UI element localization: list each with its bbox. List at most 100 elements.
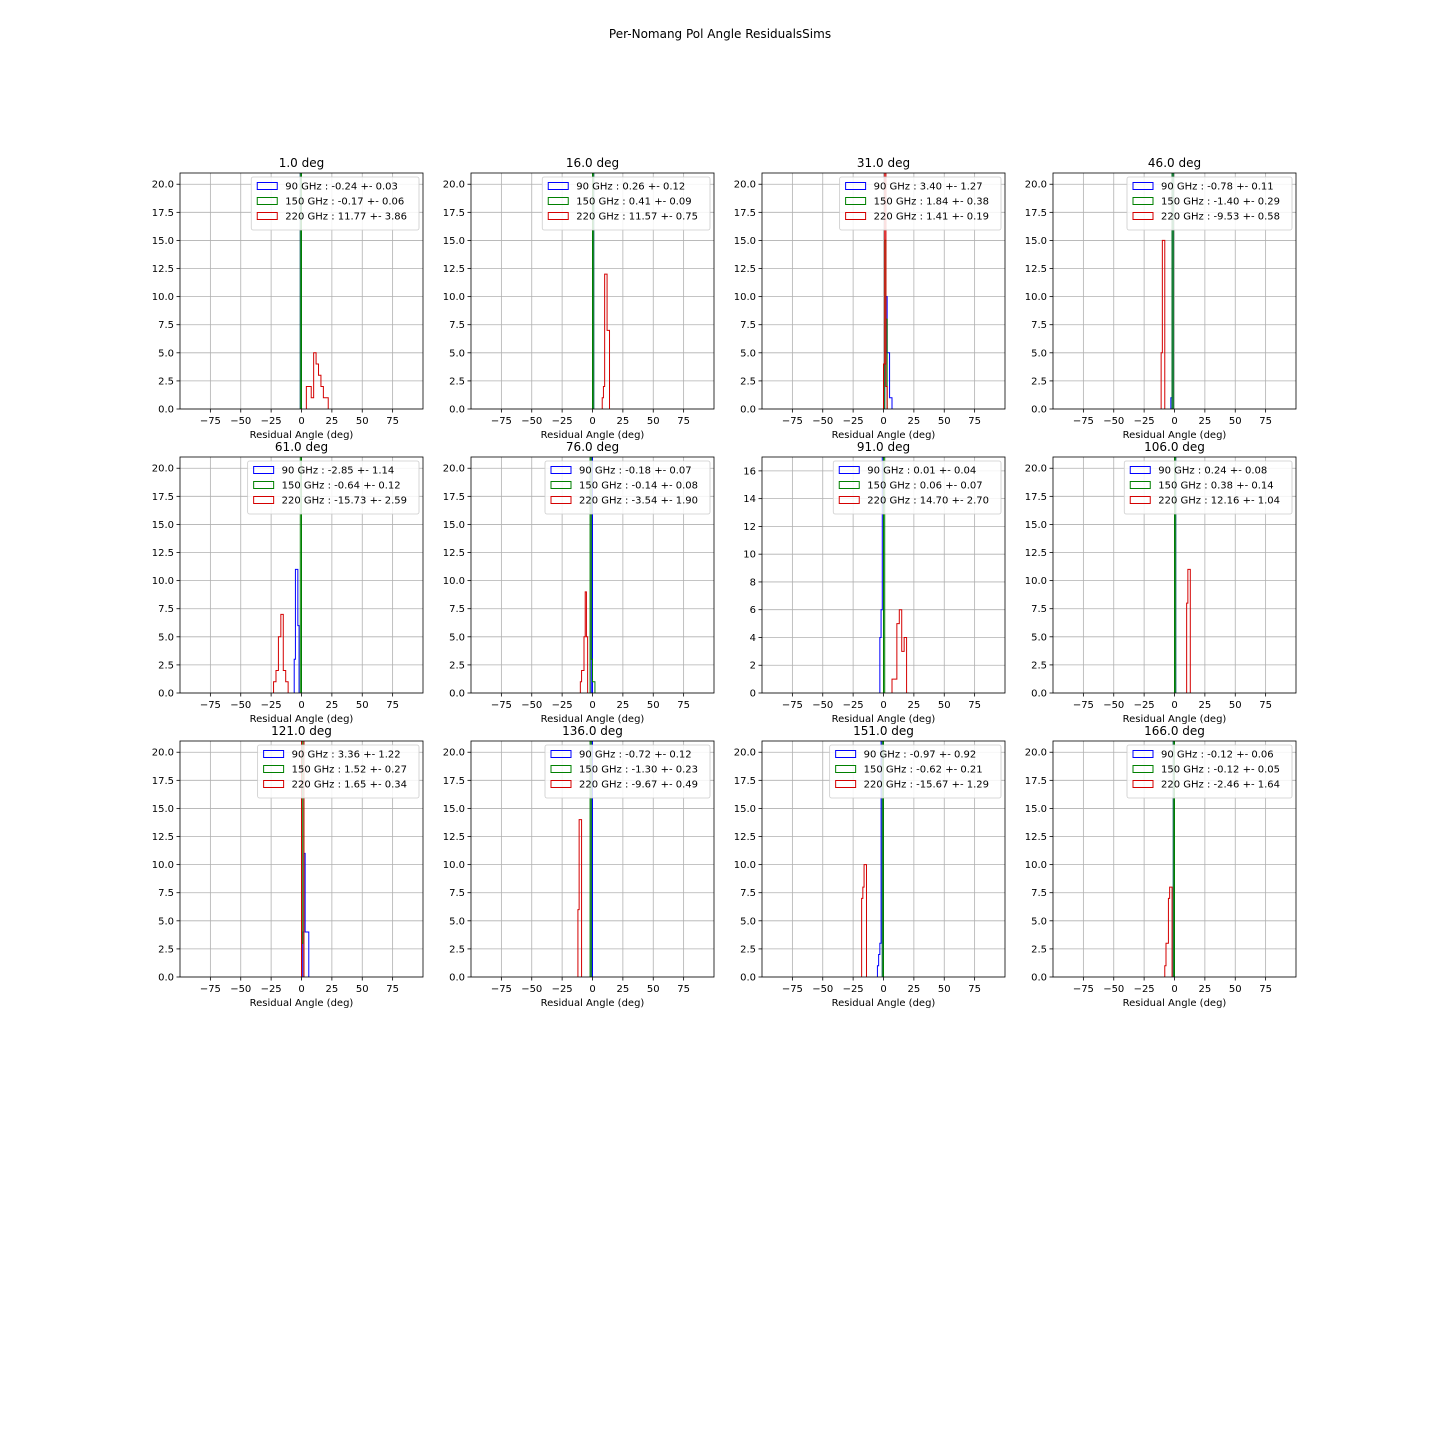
legend-swatch-90ghz [1132,182,1154,190]
x-tick-label: 50 [356,700,369,711]
legend-label-220ghz: 220 GHz : -3.54 +- 1.90 [579,496,698,507]
panel-title: 16.0 deg [566,156,619,170]
panel-8: −75 −50 −25 0 25 50 75 0.0 2.5 5.0 7.5 10.0 12.5 15.0… [1025,440,1297,725]
y-tick-label: 12.5 [1025,548,1047,559]
legend-box [247,460,420,515]
x-tick-label: −25 [552,700,573,711]
legend-swatch-150ghz [845,197,867,205]
x-tick-label: 50 [938,416,951,427]
x-tick-label: 0 [589,416,595,427]
legend-swatch-150ghz [1132,765,1154,773]
histogram-150ghz [883,457,886,693]
x-tick-label: 25 [617,700,630,711]
y-tick-label: 20.0 [152,464,174,475]
legend-swatch-150ghz [1129,481,1151,489]
x-tick-label: −50 [230,984,251,995]
axes-frame [1052,172,1297,410]
x-tick-label: 75 [1259,416,1272,427]
histogram-220ghz [273,613,289,693]
y-tick-label: 2.5 [740,376,756,387]
legend-swatch-90ghz [845,182,867,190]
y-tick-label: 17.5 [734,776,756,787]
legend-box [1126,744,1293,799]
y-tick-label: 10.0 [152,860,174,871]
axes-frame [761,172,1006,410]
legend-swatch-220ghz [263,780,285,788]
x-tick-label: −25 [843,416,864,427]
y-tick-label: 20.0 [443,748,465,759]
legend: 90 GHz : -0.78 +- 0.11 150 GHz : -1.40 +-… [1126,176,1293,231]
legend-label-220ghz: 220 GHz : 14.70 +- 2.70 [867,496,989,507]
x-tick-label: 75 [677,984,690,995]
legend-swatch-90ghz [835,750,857,758]
x-tick-label: 0 [880,416,886,427]
x-tick-label: −25 [261,984,282,995]
y-tick-label: 7.5 [1031,320,1047,331]
x-tick-label: 0 [1171,700,1177,711]
x-tick-label: 50 [647,416,660,427]
panel-7: −75 −50 −25 0 25 50 75 0 2 4 6 8 10 12 14 16 91.0 deg Res… [743,440,1006,725]
legend-swatch-220ghz [1132,212,1154,220]
legend-label-90ghz: 90 GHz : -0.24 +- 0.03 [285,182,398,193]
y-tick-label: 2.5 [1031,660,1047,671]
x-tick-label: −75 [200,416,221,427]
x-tick-label: −75 [782,416,803,427]
y-tick-label: 0.0 [449,689,465,700]
x-axis-label: Residual Angle (deg) [250,430,354,441]
legend-label-220ghz: 220 GHz : 12.16 +- 1.04 [1158,496,1280,507]
legend-label-220ghz: 220 GHz : 1.65 +- 0.34 [292,780,407,791]
y-tick-label: 5.0 [1031,916,1047,927]
panel-12: −75 −50 −25 0 25 50 75 0.0 2.5 5.0 7.5 10.0 12.5 15.0… [1025,724,1297,1009]
x-tick-label: −25 [843,984,864,995]
histogram-150ghz [589,457,596,693]
x-tick-label: 25 [326,984,339,995]
y-tick-label: 5.0 [158,632,174,643]
legend-box [832,460,1002,515]
y-tick-label: 17.5 [1025,776,1047,787]
legend: 90 GHz : 0.01 +- 0.04 150 GHz : 0.06 +- 0… [832,460,1002,515]
y-tick-label: 2.5 [1031,944,1047,955]
x-axis-label: Residual Angle (deg) [541,998,645,1009]
y-tick-label: 0.0 [449,973,465,984]
y-tick-label: 2.5 [158,376,174,387]
y-tick-label: 17.5 [152,776,174,787]
panel-title: 76.0 deg [566,440,619,454]
y-tick-label: 17.5 [1025,492,1047,503]
y-tick-label: 5.0 [158,916,174,927]
legend-label-90ghz: 90 GHz : 0.26 +- 0.12 [576,182,685,193]
x-tick-label: −25 [843,700,864,711]
panel-2: −75 −50 −25 0 25 50 75 0.0 2.5 5.0 7.5 10.0 12.5 15.0… [443,156,715,441]
histogram-220ghz [883,173,888,409]
y-tick-label: 17.5 [152,208,174,219]
histogram-90ghz [293,568,300,693]
figure-title: Per-Nomang Pol Angle ResidualsSims [608,27,832,41]
panel-title: 61.0 deg [275,440,328,454]
legend-swatch-90ghz [550,750,572,758]
x-tick-label: −50 [230,700,251,711]
histogram-220ghz [601,273,611,409]
axes-frame [470,172,715,410]
legend: 90 GHz : 0.26 +- 0.12 150 GHz : 0.41 +- 0… [541,176,711,231]
histogram-150ghz [881,741,884,977]
axes-frame [1052,456,1297,694]
x-tick-label: 0 [589,984,595,995]
y-tick-label: 0.0 [740,973,756,984]
legend-label-90ghz: 90 GHz : -0.97 +- 0.92 [864,750,977,761]
x-tick-label: −75 [491,700,512,711]
legend-box [250,176,420,231]
legend-label-90ghz: 90 GHz : 3.36 +- 1.22 [292,750,401,761]
legend-swatch-220ghz [838,496,860,504]
legend-box [839,176,1002,231]
y-tick-label: 10.0 [734,860,756,871]
x-tick-label: −75 [491,984,512,995]
x-tick-label: 25 [617,416,630,427]
x-tick-label: −50 [230,416,251,427]
x-axis-label: Residual Angle (deg) [1123,714,1227,725]
y-tick-label: 7.5 [740,320,756,331]
y-tick-label: 7.5 [158,320,174,331]
x-axis-label: Residual Angle (deg) [541,430,645,441]
legend-label-220ghz: 220 GHz : 1.41 +- 0.19 [874,212,989,223]
x-tick-label: −25 [261,416,282,427]
y-tick-label: 7.5 [1031,604,1047,615]
